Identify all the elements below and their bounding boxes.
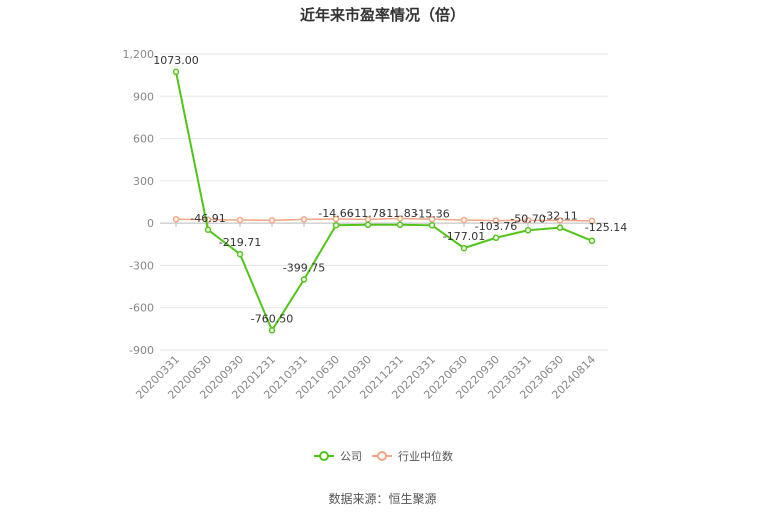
- data-label: -219.71: [219, 236, 261, 249]
- data-label: -46.91: [190, 212, 225, 225]
- data-label: -14.66: [318, 207, 353, 220]
- company-data-point: [268, 327, 276, 334]
- company-series-line: [175, 71, 593, 333]
- company-data-point: [300, 276, 308, 283]
- legend-marker: [319, 451, 329, 461]
- company-data-point: [204, 226, 212, 234]
- data-label: -399.75: [283, 261, 325, 274]
- industry-median-data-point: [524, 217, 532, 224]
- y-tick-label: -600: [129, 302, 154, 315]
- company-data-point: [556, 224, 564, 231]
- data-label: -177.01: [443, 230, 485, 243]
- data-label: -15.36: [414, 207, 449, 220]
- y-tick-label: 900: [133, 90, 154, 103]
- industry-median-series-line: [175, 217, 593, 222]
- y-tick-label: -900: [129, 344, 154, 357]
- data-label: -760.50: [251, 312, 293, 325]
- industry-median-data-point: [396, 215, 404, 222]
- data-labels: 1073.00 -46.91 -219.71 -760.50 -399.75 -14.66…: [153, 54, 627, 325]
- industry-median-data-point: [172, 215, 180, 223]
- grid-lines: [160, 53, 608, 351]
- y-tick-label: 1,200: [123, 48, 155, 61]
- industry-median-data-point: [300, 216, 308, 223]
- company-data-point: [236, 250, 244, 258]
- company-data-point: [460, 244, 468, 252]
- industry-median-data-point: [492, 217, 500, 224]
- y-tick-label: 600: [133, 133, 154, 146]
- y-tick-label: -300: [129, 259, 154, 272]
- data-label: -125.14: [585, 221, 627, 234]
- data-label: -103.76: [475, 220, 517, 233]
- industry-median-data-point: [588, 217, 596, 225]
- chart-title: 近年来市盈率情况（倍）: [299, 6, 465, 24]
- company-data-point: [172, 68, 180, 76]
- data-label: -11.78: [350, 207, 385, 220]
- y-tick-label: 0: [147, 217, 154, 230]
- data-label: -50.70: [510, 212, 545, 225]
- data-label: -32.11: [542, 210, 577, 223]
- industry-median-data-point: [428, 215, 436, 223]
- industry-median-data-point: [556, 217, 564, 224]
- legend-item-industry-median[interactable]: 行业中位数: [398, 449, 453, 463]
- legend: 公司 行业中位数: [314, 449, 453, 463]
- data-label: 1073.00: [153, 54, 199, 67]
- legend-marker: [377, 451, 387, 461]
- industry-median-data-point: [268, 217, 276, 224]
- y-axis-ticks: 1,200 900 600 300 0 -300 -600 -900: [123, 48, 155, 357]
- industry-median-data-point: [460, 216, 468, 224]
- industry-median-data-point: [332, 215, 340, 223]
- data-label: -11.83: [382, 207, 417, 220]
- company-data-point: [428, 222, 436, 229]
- company-data-point: [588, 237, 596, 245]
- company-data-point: [492, 234, 500, 242]
- series-lines: [172, 68, 596, 334]
- data-source: 数据来源：恒生聚源: [328, 492, 437, 506]
- industry-median-data-point: [236, 216, 244, 224]
- legend-item-company[interactable]: 公司: [340, 450, 362, 463]
- x-axis-ticks: 2020033120200630202009302020123120210331…: [133, 223, 598, 402]
- company-data-point: [524, 227, 532, 234]
- company-data-point: [396, 221, 404, 229]
- company-data-point: [332, 221, 340, 229]
- y-tick-label: 300: [133, 175, 154, 188]
- company-data-point: [364, 221, 372, 229]
